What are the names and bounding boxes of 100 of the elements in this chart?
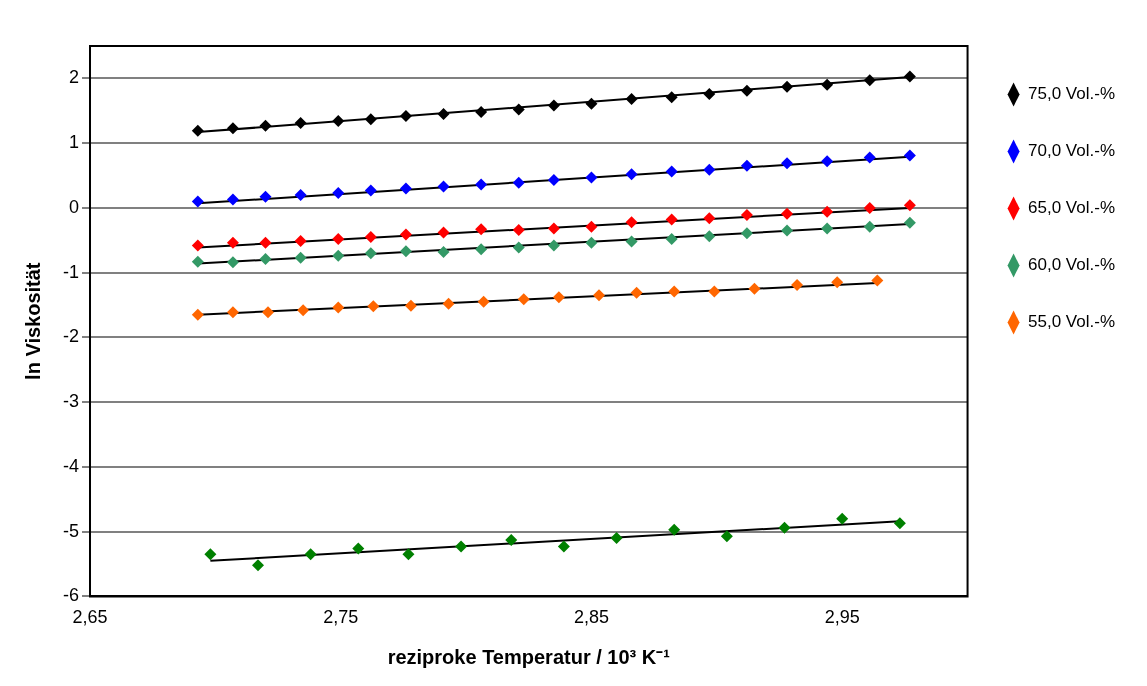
point	[367, 300, 380, 313]
point	[191, 239, 204, 252]
point	[592, 289, 605, 302]
point	[871, 274, 884, 287]
point	[399, 245, 412, 258]
point	[294, 188, 307, 201]
point	[512, 241, 525, 254]
point	[585, 220, 598, 233]
y-tick-label: 0	[68, 196, 79, 217]
point	[262, 306, 275, 319]
y-axis-title: ln Viskosität	[21, 262, 44, 380]
point	[625, 93, 638, 106]
point	[304, 548, 317, 561]
point	[332, 115, 345, 128]
point	[517, 293, 530, 306]
point	[512, 223, 525, 236]
x-axis-title: reziproke Temperatur / 10³ K⁻¹	[387, 645, 671, 668]
point	[437, 226, 450, 239]
point	[740, 84, 753, 97]
point	[665, 232, 678, 245]
point	[332, 249, 345, 262]
point	[821, 155, 834, 168]
point	[437, 107, 450, 120]
point	[547, 239, 560, 252]
legend-label: 70,0 Vol.-%	[1028, 141, 1116, 161]
point	[703, 212, 716, 225]
point	[297, 304, 310, 317]
point	[703, 230, 716, 243]
point	[332, 301, 345, 314]
x-tick-label: 2,95	[824, 607, 860, 628]
point	[740, 159, 753, 172]
point	[294, 251, 307, 264]
point	[903, 70, 916, 83]
point	[226, 193, 239, 206]
point	[404, 299, 417, 312]
point	[903, 216, 916, 229]
y-tick-label: -2	[62, 326, 79, 347]
point	[364, 184, 377, 197]
point	[191, 308, 204, 321]
point	[547, 222, 560, 235]
x-tick-label: 2,65	[72, 607, 108, 628]
x-tick-label: 2,75	[323, 607, 359, 628]
point	[625, 235, 638, 248]
y-tick-label: -4	[62, 455, 79, 476]
point	[791, 278, 804, 291]
point	[402, 548, 415, 561]
y-tick-label: 2	[68, 67, 79, 88]
point	[512, 103, 525, 116]
point	[781, 157, 794, 170]
point	[781, 207, 794, 220]
point	[399, 109, 412, 122]
point	[831, 276, 844, 289]
point	[475, 178, 488, 191]
point	[475, 243, 488, 256]
point	[703, 163, 716, 176]
point	[399, 228, 412, 241]
point	[552, 291, 565, 304]
point	[557, 540, 570, 553]
point	[821, 205, 834, 218]
y-tick-label: 1	[68, 132, 79, 153]
x-tick-label: 2,85	[573, 607, 609, 628]
point	[863, 74, 876, 87]
point	[903, 149, 916, 162]
point	[547, 174, 560, 187]
point	[512, 176, 525, 189]
point	[665, 91, 678, 104]
legend-label: 55,0 Vol.-%	[1028, 312, 1116, 332]
point	[437, 245, 450, 258]
legend-label: 75,0 Vol.-%	[1028, 84, 1116, 104]
point	[437, 180, 450, 193]
point	[191, 255, 204, 268]
point	[665, 165, 678, 178]
point	[226, 256, 239, 269]
point	[585, 97, 598, 110]
point	[547, 99, 560, 112]
point	[703, 87, 716, 100]
point	[251, 559, 264, 572]
point	[294, 234, 307, 247]
point	[259, 253, 272, 266]
point	[259, 119, 272, 132]
point	[821, 222, 834, 235]
point	[863, 151, 876, 164]
point	[191, 195, 204, 208]
point	[364, 113, 377, 126]
point	[778, 521, 791, 534]
y-tick-label: -3	[62, 391, 79, 412]
point	[720, 530, 733, 543]
y-tick-label: -1	[62, 261, 79, 282]
point	[352, 542, 365, 555]
point	[863, 220, 876, 233]
point	[585, 236, 598, 249]
point	[625, 168, 638, 181]
point	[204, 548, 217, 561]
point	[332, 232, 345, 245]
point	[740, 209, 753, 222]
point	[191, 124, 204, 137]
point	[903, 199, 916, 212]
point	[630, 286, 643, 299]
point	[893, 517, 906, 530]
point	[668, 523, 681, 536]
